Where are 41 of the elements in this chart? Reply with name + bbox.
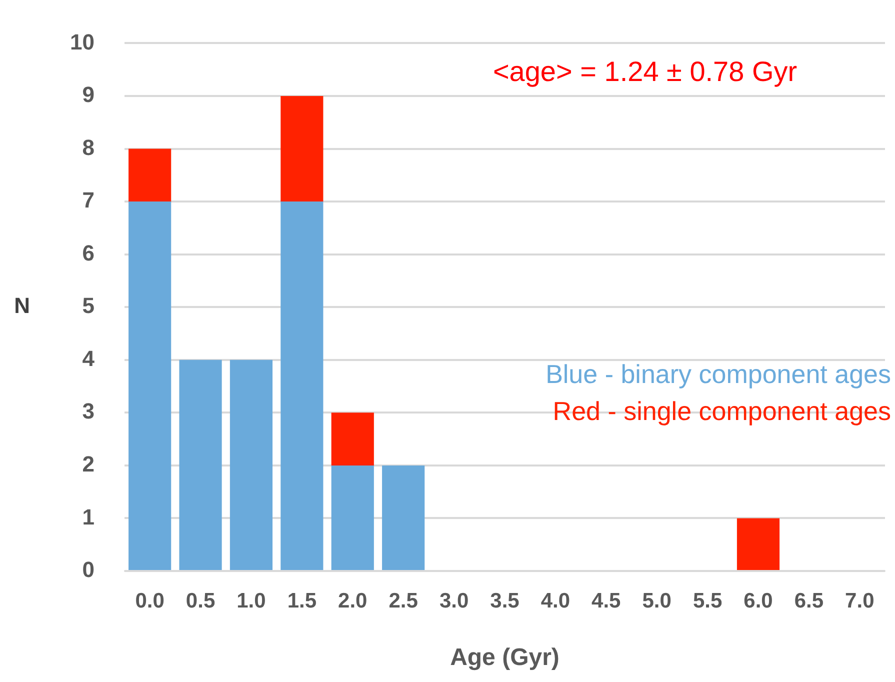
bar bbox=[280, 202, 324, 570]
bar bbox=[179, 360, 222, 570]
y-tick-label: 5 bbox=[82, 293, 94, 318]
y-tick-label: 4 bbox=[82, 346, 96, 371]
x-tick-label: 3.5 bbox=[490, 589, 520, 612]
y-tick-label: 2 bbox=[82, 452, 94, 477]
y-tick-label: 0 bbox=[82, 557, 94, 582]
bar bbox=[280, 96, 324, 202]
x-tick-label: 4.0 bbox=[540, 589, 570, 612]
bar bbox=[128, 148, 172, 202]
text: Blue - binary component ages bbox=[546, 358, 891, 389]
y-axis-title: N bbox=[14, 293, 30, 318]
x-tick-label: 0.0 bbox=[135, 589, 164, 612]
bar bbox=[736, 518, 780, 570]
y-tick-label: 8 bbox=[82, 134, 94, 160]
x-tick-label: 5.5 bbox=[692, 589, 722, 612]
x-tick-label: 4.5 bbox=[592, 589, 622, 612]
bar bbox=[331, 412, 374, 466]
bar bbox=[331, 465, 374, 570]
y-tick-label: 7 bbox=[82, 188, 94, 213]
bar bbox=[382, 465, 425, 570]
bar bbox=[128, 202, 172, 570]
x-tick-label: 3.0 bbox=[439, 589, 469, 612]
x-tick-label: 5.0 bbox=[642, 589, 672, 612]
y-tick-label: 6 bbox=[82, 240, 94, 266]
x-tick-label: 2.0 bbox=[338, 589, 368, 612]
y-tick-label: 1 bbox=[82, 504, 94, 530]
x-axis-title: Age (Gyr) bbox=[450, 644, 560, 672]
x-tick-label: 7.0 bbox=[845, 589, 874, 612]
x-tick-label: 0.5 bbox=[186, 589, 216, 612]
y-tick-label: 9 bbox=[82, 82, 94, 108]
x-tick-label: 1.5 bbox=[287, 589, 317, 612]
x-tick-label: 6.5 bbox=[794, 589, 824, 612]
y-tick-label: 10 bbox=[70, 29, 94, 54]
annotation: <age> = 1.24 ± 0.78 Gyr bbox=[492, 56, 798, 87]
x-tick-label: 2.5 bbox=[388, 589, 418, 612]
y-tick-label: 3 bbox=[82, 398, 94, 424]
bar bbox=[230, 360, 273, 570]
text: Red - single component ages bbox=[552, 396, 891, 426]
x-tick-label: 1.0 bbox=[236, 589, 266, 612]
x-tick-label: 6.0 bbox=[744, 589, 773, 612]
